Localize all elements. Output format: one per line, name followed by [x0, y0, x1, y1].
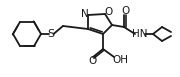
Text: O: O	[88, 57, 96, 67]
Text: HN: HN	[132, 29, 148, 39]
Text: N: N	[81, 9, 89, 19]
Text: O: O	[104, 7, 112, 17]
Text: OH: OH	[112, 55, 128, 65]
Text: S: S	[48, 29, 55, 39]
Text: O: O	[121, 6, 129, 16]
